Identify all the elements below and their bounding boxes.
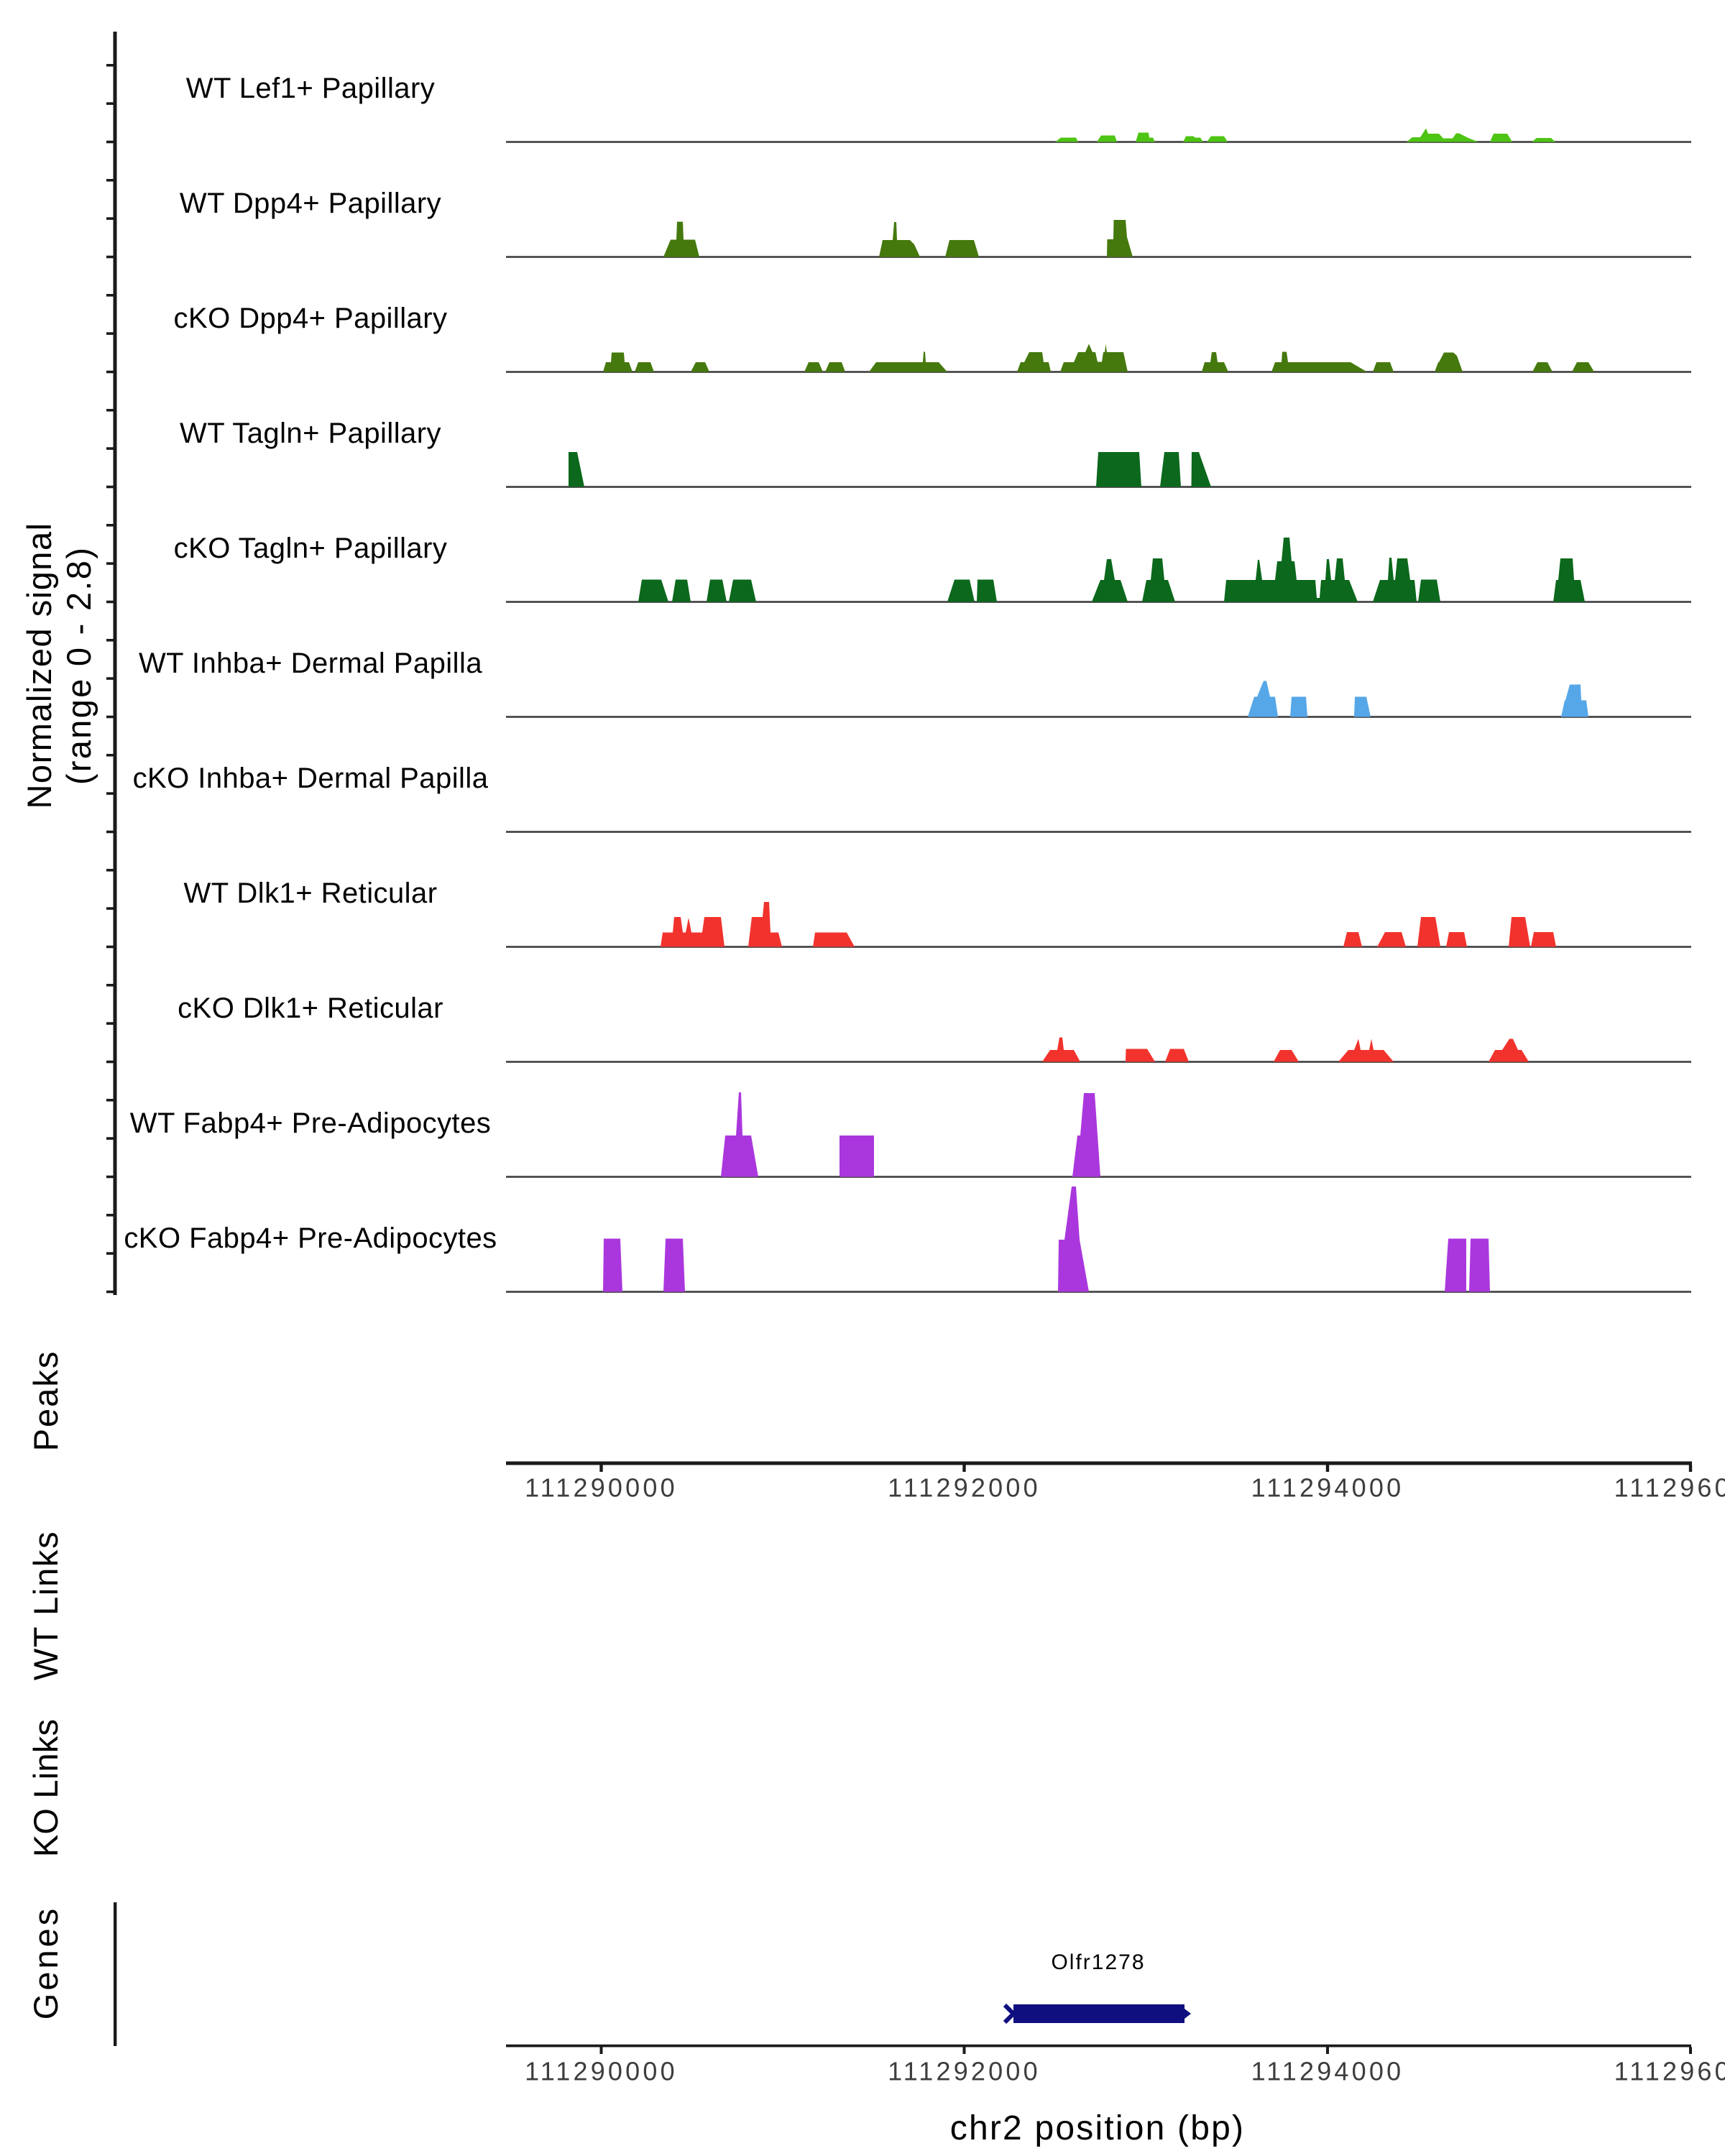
svg-text:111296000: 111296000 <box>1614 1473 1725 1503</box>
svg-text:chr2 position (bp): chr2 position (bp) <box>950 2109 1245 2147</box>
svg-text:(range 0 - 2.8): (range 0 - 2.8) <box>60 546 98 785</box>
svg-text:111290000: 111290000 <box>525 2057 678 2086</box>
svg-text:WT Fabp4+ Pre-Adipocytes: WT Fabp4+ Pre-Adipocytes <box>130 1107 492 1139</box>
svg-text:KO Links: KO Links <box>27 1719 65 1857</box>
svg-text:Peaks: Peaks <box>27 1350 65 1452</box>
svg-text:111292000: 111292000 <box>888 2057 1041 2086</box>
svg-text:WT Tagln+ Papillary: WT Tagln+ Papillary <box>180 418 441 449</box>
svg-text:cKO Fabp4+ Pre-Adipocytes: cKO Fabp4+ Pre-Adipocytes <box>124 1222 497 1254</box>
svg-text:cKO Dlk1+ Reticular: cKO Dlk1+ Reticular <box>178 992 443 1024</box>
svg-text:WT Dlk1+ Reticular: WT Dlk1+ Reticular <box>183 877 437 909</box>
svg-text:cKO Tagln+ Papillary: cKO Tagln+ Papillary <box>174 533 448 564</box>
svg-text:cKO Inhba+ Dermal Papilla: cKO Inhba+ Dermal Papilla <box>133 763 489 794</box>
svg-text:WT Dpp4+ Papillary: WT Dpp4+ Papillary <box>180 188 441 219</box>
svg-text:Olfr1278: Olfr1278 <box>1051 1950 1145 1974</box>
svg-text:111296000: 111296000 <box>1614 2057 1725 2086</box>
svg-text:cKO Dpp4+ Papillary: cKO Dpp4+ Papillary <box>174 303 448 334</box>
svg-text:111294000: 111294000 <box>1251 2057 1404 2086</box>
svg-text:111290000: 111290000 <box>525 1473 678 1503</box>
svg-text:Normalized signal: Normalized signal <box>20 522 58 808</box>
svg-text:111294000: 111294000 <box>1251 1473 1404 1503</box>
svg-text:WT Inhba+ Dermal Papilla: WT Inhba+ Dermal Papilla <box>139 648 482 679</box>
svg-text:Genes: Genes <box>27 1906 65 2019</box>
svg-text:111292000: 111292000 <box>888 1473 1041 1503</box>
svg-text:WT Lef1+ Papillary: WT Lef1+ Papillary <box>186 73 435 104</box>
svg-text:WT Links: WT Links <box>27 1531 65 1681</box>
